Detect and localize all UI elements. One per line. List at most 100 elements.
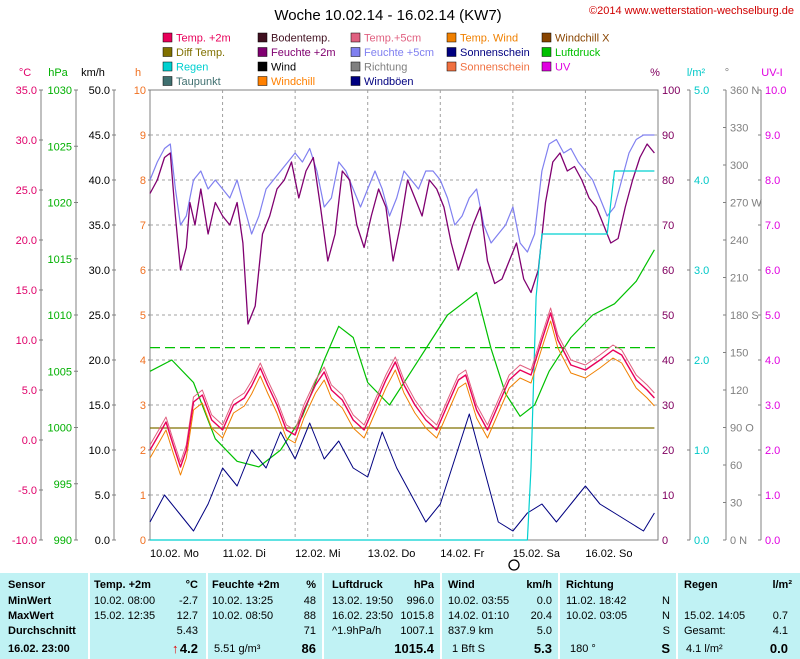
table-block-direction (560, 573, 676, 659)
axis-tick-wind: 0.0 (95, 535, 110, 547)
axis-tick-sun: 8 (140, 175, 146, 187)
table-block-temp (90, 573, 206, 659)
axis-tick-direction: 180 S (730, 310, 759, 322)
axis-tick-wind: 5.0 (95, 490, 110, 502)
pressure-value: 1015.8 (400, 610, 434, 622)
x-tick-label: 14.02. Fr (440, 548, 484, 560)
axis-tick-sun: 10 (134, 85, 146, 97)
direction-time: 10.02. 03:05 (566, 610, 628, 622)
axis-tick-humidity: 0 (662, 535, 668, 547)
temp-value: 5.43 (176, 625, 198, 637)
axis-tick-sun: 2 (140, 445, 146, 457)
legend-swatch (162, 61, 173, 72)
legend-swatch (257, 76, 268, 86)
axis-tick-pressure: 1015 (48, 254, 72, 266)
axis-tick-uv: 1.0 (765, 490, 780, 502)
current-rain: 0.0 (769, 641, 788, 656)
legend-label: Taupunkt (176, 76, 221, 88)
current-direction: S (661, 641, 670, 656)
axis-tick-wind: 10.0 (89, 445, 110, 457)
humidity-time: 10.02. 13:25 (212, 595, 274, 607)
wind-value: 0.0 (536, 595, 552, 607)
current-humidity: 86 (301, 641, 316, 656)
axis-tick-pressure: 990 (54, 535, 72, 547)
legend-label: Temp.+5cm (364, 33, 421, 45)
header-sensor: Sensor (8, 579, 46, 591)
series-pressure (149, 249, 655, 468)
header-humidity-unit: % (306, 579, 316, 591)
row-label: MinWert (8, 595, 52, 607)
axis-tick-direction: 30 (730, 498, 742, 510)
header-temp: Temp. +2m (94, 579, 151, 591)
axis-tick-rain: 2.0 (694, 355, 709, 367)
legend-swatch (446, 61, 457, 72)
axis-tick-temp: -10.0 (12, 535, 37, 547)
legend-swatch (541, 32, 552, 43)
direction-value: N (662, 610, 670, 622)
copyright-text: ©2014 www.wetterstation-wechselburg.de (589, 5, 794, 17)
axis-tick-pressure: 1000 (48, 423, 72, 435)
axis-tick-humidity: 100 (662, 85, 680, 97)
axis-tick-humidity: 40 (662, 355, 674, 367)
axis-tick-direction: 0 N (730, 535, 747, 547)
statistics-table: Sensor Temp. +2m °C Feuchte +2m% Luftdruck hP… (0, 573, 800, 659)
legend-swatch (162, 32, 173, 43)
temp-time: 15.02. 12:35 (94, 610, 156, 622)
legend-swatch (541, 47, 552, 57)
table-block-wind (442, 573, 558, 659)
pressure-time: 16.02. 23:50 (332, 610, 394, 622)
series-temp-5cm (149, 307, 655, 463)
axis-tick-rain: 3.0 (694, 265, 709, 277)
header-humidity: Feuchte +2m (212, 579, 280, 591)
legend-label: Feuchte +2m (271, 47, 336, 59)
legend-label: Richtung (364, 62, 407, 74)
legend-swatch (257, 61, 268, 72)
row-label: MaxWert (8, 610, 54, 622)
humidity-value: 48 (303, 595, 316, 607)
axis-unit-pressure: hPa (48, 67, 68, 79)
x-tick-label: 15.02. Sa (513, 548, 561, 560)
legend-label: Diff Temp. (176, 47, 225, 59)
axis-tick-temp: 35.0 (16, 85, 37, 97)
axis-tick-sun: 9 (140, 130, 146, 142)
series-temp-2m (149, 312, 655, 468)
axis-unit-humidity: % (650, 67, 660, 79)
axes: °C35.030.025.020.015.010.05.00.0-5.0-10.… (12, 67, 787, 547)
wind-value: 5.0 (536, 625, 552, 637)
current-wind-bft: 1 Bft S (452, 643, 486, 655)
direction-value: N (662, 595, 670, 607)
series-wind (149, 413, 655, 532)
axis-tick-direction: 270 W (730, 198, 762, 210)
axis-tick-temp: 5.0 (22, 385, 37, 397)
axis-tick-wind: 30.0 (89, 265, 110, 277)
cursor-marker[interactable] (508, 559, 520, 571)
table-block-humidity (208, 573, 322, 659)
axis-tick-temp: 15.0 (16, 285, 37, 297)
current-label: 16.02. 23:00 (8, 643, 70, 655)
legend-label: Sonnenschein (460, 62, 530, 74)
pressure-time: ^1.9hPa/h (332, 625, 382, 637)
axis-tick-humidity: 30 (662, 400, 674, 412)
axis-tick-pressure: 1025 (48, 141, 72, 153)
x-tick-label: 11.02. Di (223, 548, 266, 560)
legend-swatch (350, 61, 361, 72)
grid (150, 90, 658, 540)
legend-label: Bodentemp. (271, 33, 330, 45)
axis-tick-direction: 120 (730, 385, 748, 397)
pressure-value: 996.0 (406, 595, 434, 607)
series-humidity-2m (149, 143, 655, 325)
axis-tick-humidity: 10 (662, 490, 674, 502)
humidity-value: 71 (303, 625, 316, 637)
legend-label: Sonnenschein (460, 47, 530, 59)
humidity-time: 10.02. 08:50 (212, 610, 274, 622)
header-temp-unit: °C (185, 579, 198, 591)
x-tick-label: 13.02. Do (368, 548, 416, 560)
axis-tick-uv: 5.0 (765, 310, 780, 322)
current-pressure: 1015.4 (394, 641, 434, 656)
current-wind: 5.3 (533, 641, 552, 656)
axis-tick-sun: 0 (140, 535, 146, 547)
legend-swatch (446, 47, 457, 57)
header-pressure-unit: hPa (413, 579, 434, 591)
wind-time: 10.02. 03:55 (448, 595, 510, 607)
axis-tick-humidity: 50 (662, 310, 674, 322)
